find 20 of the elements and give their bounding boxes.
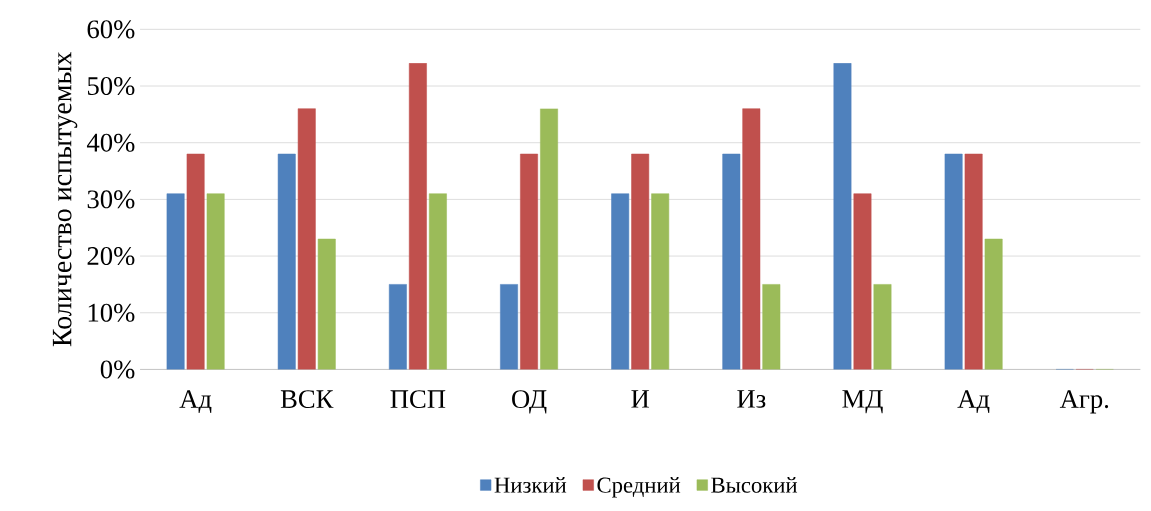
x-tick-label: Агр.: [1059, 390, 1109, 414]
y-tick-label: 50%: [87, 77, 135, 96]
legend-label: Низкий: [494, 477, 567, 493]
x-tick-label: ПСП: [390, 390, 446, 409]
x-tick-label: ВСК: [280, 390, 334, 409]
x-tick-label: Из: [737, 390, 766, 408]
x-tick-label: ОД: [512, 390, 547, 414]
y-tick-label: 20%: [87, 247, 135, 266]
x-tick-label: Ад: [957, 390, 990, 414]
y-axis-title: Количество испытуемых: [52, 52, 78, 347]
y-tick-label: 0%: [100, 360, 135, 379]
x-tick-label: И: [631, 390, 650, 408]
y-tick-label: 10%: [88, 303, 135, 322]
x-tick-label: МД: [842, 390, 883, 414]
y-tick-label: 60%: [87, 20, 135, 39]
y-tick-label: 40%: [86, 133, 135, 152]
y-tick-label: 30%: [87, 190, 135, 209]
legend-label: Высокий: [711, 477, 798, 493]
x-tick-label: Ад: [179, 390, 212, 414]
legend-label: Средний: [597, 477, 681, 498]
